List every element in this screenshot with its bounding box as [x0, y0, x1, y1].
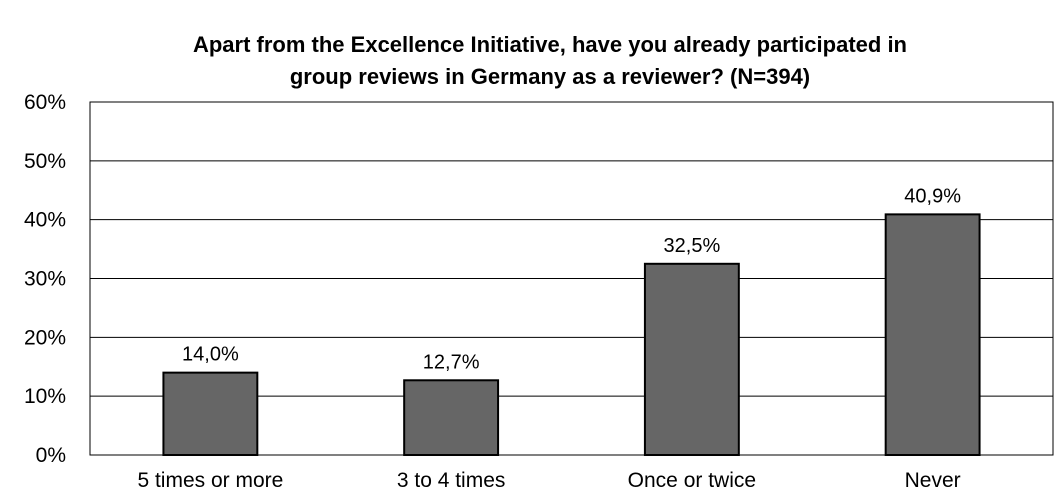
y-tick-label: 0%	[36, 444, 66, 467]
bar	[884, 213, 981, 456]
data-label-background	[158, 339, 263, 366]
data-label: 12,7%	[423, 351, 480, 373]
bar	[643, 262, 740, 456]
y-tick-label: 60%	[24, 91, 66, 114]
data-label: 14,0%	[182, 344, 239, 366]
y-tick-label: 40%	[24, 209, 66, 232]
y-tick-label: 30%	[24, 268, 66, 291]
y-tick-label: 20%	[24, 326, 66, 349]
bars	[162, 213, 981, 457]
x-category-label: Once or twice	[628, 469, 756, 492]
bar	[162, 371, 259, 456]
data-label: 40,9%	[904, 185, 961, 207]
plot-area-frame	[89, 101, 1054, 456]
x-axis-categories: 5 times or more 3 to 4 times Once or twice…	[137, 469, 960, 492]
chart-title-line-2: group reviews in Germany as a reviewer? …	[290, 64, 810, 89]
y-axis-ticks: 0% 10% 20% 30% 40% 50% 60%	[24, 91, 66, 467]
data-labels: 14,0% 12,7% 32,5% 40,9%	[158, 181, 985, 374]
chart-title-line-1: Apart from the Excellence Initiative, ha…	[193, 32, 907, 57]
data-label: 32,5%	[664, 235, 721, 257]
x-category-label: 5 times or more	[137, 469, 283, 492]
data-label-background	[399, 347, 504, 374]
y-tick-label: 50%	[24, 150, 66, 173]
x-category-label: Never	[905, 469, 961, 492]
x-category-label: 3 to 4 times	[397, 469, 506, 492]
bar	[403, 379, 500, 457]
data-label-background	[880, 181, 985, 208]
y-tick-label: 10%	[24, 385, 66, 408]
data-label-background	[639, 230, 744, 257]
